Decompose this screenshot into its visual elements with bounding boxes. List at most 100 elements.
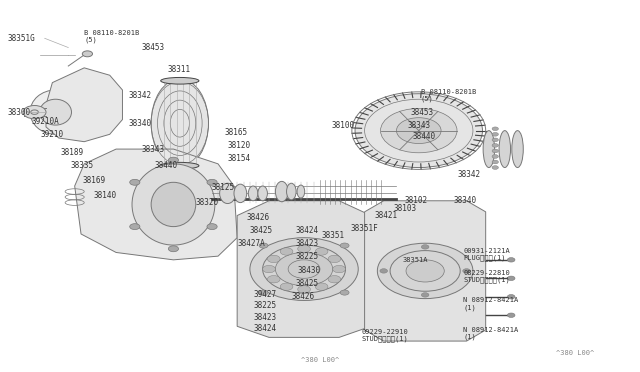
Ellipse shape	[248, 186, 258, 201]
Polygon shape	[75, 149, 237, 260]
Circle shape	[328, 276, 340, 283]
Text: 38453: 38453	[410, 108, 434, 117]
Polygon shape	[237, 201, 371, 337]
Text: 38453: 38453	[141, 43, 164, 52]
Text: 38343: 38343	[408, 121, 431, 129]
Text: ^380 L00^: ^380 L00^	[301, 357, 339, 363]
Text: 38426: 38426	[291, 292, 314, 301]
Ellipse shape	[512, 131, 524, 167]
Circle shape	[508, 276, 515, 280]
Text: 38225: 38225	[253, 301, 276, 311]
Ellipse shape	[220, 183, 236, 203]
Text: N 08912-8421A
(1): N 08912-8421A (1)	[463, 297, 518, 311]
Circle shape	[328, 255, 340, 263]
Text: 38103: 38103	[394, 203, 417, 213]
Text: 38427A: 38427A	[237, 239, 265, 248]
Ellipse shape	[151, 79, 209, 167]
Circle shape	[250, 238, 358, 301]
Ellipse shape	[275, 182, 288, 202]
Text: 00931-2121A
PLUGプラグ(1): 00931-2121A PLUGプラグ(1)	[463, 247, 510, 261]
Circle shape	[381, 109, 457, 153]
Text: 38440: 38440	[412, 132, 436, 141]
Circle shape	[340, 290, 349, 295]
Circle shape	[492, 144, 499, 147]
Circle shape	[280, 248, 293, 255]
Circle shape	[280, 283, 293, 291]
Text: 38424: 38424	[253, 324, 276, 333]
Text: 09229-22910
STUDスタッド(1): 09229-22910 STUDスタッド(1)	[362, 329, 408, 342]
Ellipse shape	[161, 162, 199, 169]
Circle shape	[333, 265, 346, 273]
Text: B 08110-8201B
(5): B 08110-8201B (5)	[84, 30, 140, 43]
Text: 38154: 38154	[228, 154, 251, 163]
Circle shape	[492, 155, 499, 158]
Text: 38335: 38335	[70, 161, 93, 170]
Text: 38351: 38351	[322, 231, 345, 240]
Circle shape	[492, 149, 499, 153]
Circle shape	[207, 179, 217, 185]
Ellipse shape	[40, 99, 72, 125]
Circle shape	[130, 224, 140, 230]
Circle shape	[268, 276, 280, 283]
Circle shape	[508, 295, 515, 299]
Circle shape	[406, 260, 444, 282]
Text: 38421: 38421	[374, 211, 397, 220]
Circle shape	[492, 138, 499, 142]
Text: 38225: 38225	[296, 251, 319, 261]
Text: 39210A: 39210A	[32, 117, 60, 126]
Circle shape	[355, 94, 483, 167]
Ellipse shape	[234, 184, 246, 203]
Text: 38169: 38169	[83, 176, 106, 185]
Circle shape	[378, 243, 473, 299]
Text: 38440: 38440	[154, 161, 177, 170]
Text: 38311: 38311	[167, 65, 190, 74]
Circle shape	[23, 106, 46, 119]
Circle shape	[316, 283, 328, 291]
Text: 38189: 38189	[60, 148, 83, 157]
Circle shape	[463, 269, 470, 273]
Text: 38120: 38120	[228, 141, 251, 150]
Circle shape	[380, 269, 388, 273]
Text: 38340: 38340	[454, 196, 477, 205]
Circle shape	[396, 118, 441, 144]
Polygon shape	[46, 68, 122, 142]
Circle shape	[421, 245, 429, 249]
Ellipse shape	[483, 131, 495, 167]
Text: 38351G: 38351G	[8, 34, 35, 43]
Text: 38425: 38425	[296, 279, 319, 288]
Ellipse shape	[499, 131, 511, 167]
Circle shape	[268, 255, 280, 263]
Text: 38426: 38426	[246, 213, 270, 222]
Text: B 08110-8201B
(5): B 08110-8201B (5)	[420, 89, 476, 102]
Text: 38140: 38140	[94, 191, 117, 200]
Ellipse shape	[30, 90, 81, 134]
Text: 38340: 38340	[129, 119, 152, 128]
Circle shape	[298, 245, 310, 253]
Circle shape	[492, 132, 499, 136]
Text: 38320: 38320	[196, 198, 219, 207]
Circle shape	[421, 293, 429, 297]
Text: 38342: 38342	[457, 170, 480, 179]
Text: 08229-22810
STUDスタッド(1): 08229-22810 STUDスタッド(1)	[463, 270, 510, 283]
Circle shape	[259, 290, 268, 295]
Text: 38342: 38342	[129, 91, 152, 100]
Text: 38351F: 38351F	[351, 224, 378, 233]
Ellipse shape	[132, 164, 215, 245]
Circle shape	[298, 286, 310, 293]
Circle shape	[340, 243, 349, 248]
Text: 38351A: 38351A	[403, 257, 428, 263]
Text: 38300: 38300	[8, 108, 31, 117]
Text: 38424: 38424	[296, 226, 319, 235]
Text: 38165: 38165	[225, 128, 248, 137]
Circle shape	[262, 265, 275, 273]
Circle shape	[508, 258, 515, 262]
Circle shape	[492, 127, 499, 131]
Text: ^380 L00^: ^380 L00^	[556, 350, 594, 356]
Ellipse shape	[161, 77, 199, 84]
Text: N 08912-8421A
(1): N 08912-8421A (1)	[463, 327, 518, 340]
Circle shape	[492, 160, 499, 164]
Circle shape	[275, 253, 333, 286]
Ellipse shape	[258, 186, 268, 201]
Polygon shape	[365, 201, 486, 341]
Text: 38100: 38100	[332, 121, 355, 129]
